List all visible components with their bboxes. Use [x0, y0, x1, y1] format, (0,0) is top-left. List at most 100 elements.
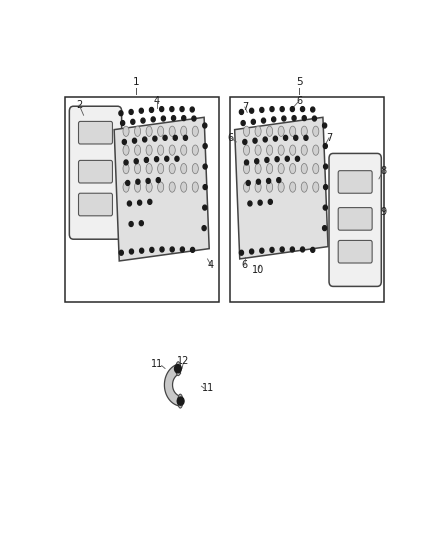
Circle shape: [203, 184, 207, 190]
Ellipse shape: [313, 126, 319, 136]
Circle shape: [243, 140, 247, 144]
FancyBboxPatch shape: [338, 207, 372, 230]
Circle shape: [260, 108, 264, 112]
Circle shape: [312, 116, 317, 121]
Circle shape: [260, 248, 264, 253]
FancyBboxPatch shape: [329, 154, 381, 286]
Ellipse shape: [192, 126, 198, 136]
Ellipse shape: [158, 126, 164, 136]
Circle shape: [261, 118, 265, 123]
Bar: [65, 97, 219, 302]
Circle shape: [275, 157, 279, 161]
FancyBboxPatch shape: [69, 106, 122, 239]
Ellipse shape: [255, 182, 261, 192]
Circle shape: [173, 135, 177, 140]
Circle shape: [248, 201, 252, 206]
Circle shape: [265, 158, 269, 163]
Circle shape: [184, 135, 187, 140]
Circle shape: [285, 156, 290, 161]
Circle shape: [322, 123, 327, 128]
Circle shape: [254, 159, 259, 164]
Circle shape: [192, 116, 196, 121]
Circle shape: [250, 249, 254, 254]
FancyBboxPatch shape: [78, 122, 113, 144]
Circle shape: [272, 117, 276, 122]
Ellipse shape: [244, 145, 250, 155]
Circle shape: [270, 107, 274, 111]
Ellipse shape: [278, 145, 284, 155]
Circle shape: [302, 116, 306, 120]
Ellipse shape: [134, 182, 141, 192]
Circle shape: [240, 109, 244, 115]
Ellipse shape: [267, 145, 273, 155]
Circle shape: [155, 157, 159, 161]
Circle shape: [283, 135, 288, 140]
FancyBboxPatch shape: [338, 171, 372, 193]
Circle shape: [148, 199, 152, 204]
Circle shape: [175, 156, 179, 161]
Ellipse shape: [244, 182, 250, 192]
Ellipse shape: [178, 394, 183, 408]
Ellipse shape: [146, 182, 152, 192]
Circle shape: [130, 249, 134, 254]
Ellipse shape: [123, 126, 129, 136]
Ellipse shape: [181, 182, 187, 192]
Text: 6: 6: [296, 96, 302, 106]
Text: 8: 8: [380, 166, 386, 176]
Circle shape: [282, 116, 286, 121]
Circle shape: [159, 107, 164, 111]
Circle shape: [129, 222, 133, 227]
Circle shape: [131, 119, 135, 124]
Circle shape: [172, 116, 176, 120]
Circle shape: [290, 247, 294, 252]
Ellipse shape: [244, 164, 250, 174]
Ellipse shape: [244, 126, 250, 136]
Circle shape: [246, 181, 250, 185]
Circle shape: [143, 137, 147, 142]
Text: 7: 7: [242, 102, 248, 112]
Circle shape: [141, 118, 145, 123]
Circle shape: [324, 184, 328, 190]
Circle shape: [263, 137, 267, 142]
Ellipse shape: [278, 126, 284, 136]
FancyBboxPatch shape: [338, 240, 372, 263]
Ellipse shape: [181, 126, 187, 136]
Circle shape: [244, 160, 249, 165]
Ellipse shape: [313, 164, 319, 174]
Ellipse shape: [146, 145, 152, 155]
Circle shape: [180, 107, 184, 111]
Circle shape: [240, 251, 244, 255]
Circle shape: [280, 107, 284, 111]
Circle shape: [119, 251, 124, 255]
Text: 2: 2: [76, 100, 82, 110]
Circle shape: [191, 247, 194, 252]
Circle shape: [324, 164, 328, 169]
Circle shape: [250, 108, 254, 113]
Circle shape: [323, 205, 327, 210]
Circle shape: [180, 247, 184, 252]
Circle shape: [300, 107, 304, 111]
Circle shape: [170, 107, 174, 111]
Circle shape: [127, 201, 131, 206]
Circle shape: [177, 397, 184, 405]
Circle shape: [323, 143, 327, 149]
Ellipse shape: [267, 164, 273, 174]
Ellipse shape: [176, 362, 181, 376]
Text: 7: 7: [326, 133, 332, 143]
Circle shape: [150, 247, 154, 252]
Circle shape: [267, 179, 271, 183]
Circle shape: [126, 181, 130, 185]
Circle shape: [292, 116, 296, 120]
Circle shape: [156, 177, 160, 183]
Ellipse shape: [301, 126, 307, 136]
Circle shape: [160, 247, 164, 252]
Ellipse shape: [123, 164, 129, 174]
Ellipse shape: [255, 145, 261, 155]
Ellipse shape: [301, 145, 307, 155]
Ellipse shape: [169, 126, 175, 136]
Circle shape: [241, 120, 245, 126]
Circle shape: [304, 135, 308, 140]
Circle shape: [139, 221, 143, 225]
Circle shape: [300, 247, 304, 252]
Text: 1: 1: [133, 77, 140, 86]
